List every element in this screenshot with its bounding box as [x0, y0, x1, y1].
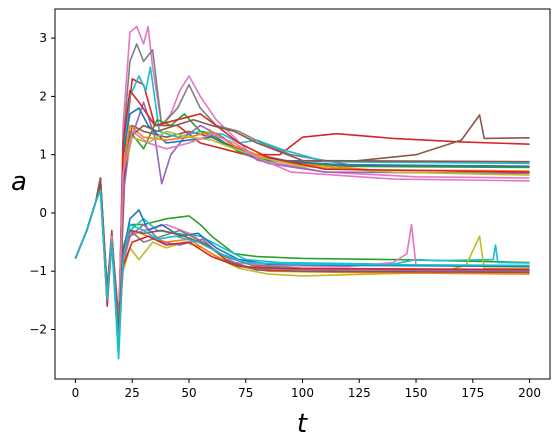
y-tick-label: 2	[39, 89, 47, 103]
x-tick-label: 125	[348, 386, 371, 400]
x-axis-label: t	[297, 409, 308, 439]
x-tick-label: 150	[405, 386, 428, 400]
series-line-22	[74, 177, 530, 331]
y-tick-label: 1	[39, 148, 47, 162]
y-tick-label: −2	[29, 322, 47, 336]
y-tick-label: 3	[39, 31, 47, 45]
x-tick-label: 75	[238, 386, 253, 400]
x-tick-label: 100	[291, 386, 314, 400]
series-line-23	[74, 188, 530, 348]
x-tick-label: 200	[518, 386, 541, 400]
y-tick-label: −1	[29, 264, 47, 278]
y-tick-label: 0	[39, 206, 47, 220]
plot-lines	[74, 25, 530, 360]
x-tick-label: 25	[125, 386, 140, 400]
x-tick-label: 50	[181, 386, 196, 400]
x-tick-label: 175	[461, 386, 484, 400]
axis-ticks: 0 25 50 75 100 125 150 175 200 −2 −1 0 1 2 3	[29, 31, 541, 400]
plot-frame	[54, 8, 551, 380]
x-tick-label: 0	[72, 386, 80, 400]
y-axis-label: a	[11, 167, 27, 197]
